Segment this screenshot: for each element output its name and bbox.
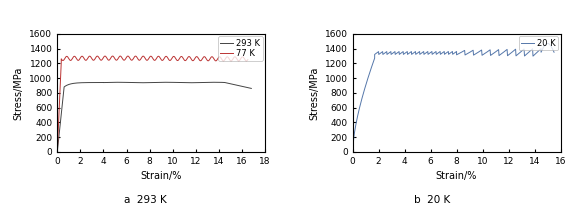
20 K [460,50,467,52]
20 K [438,53,444,55]
Text: a  293 K: a 293 K [125,195,167,204]
20 K [403,51,410,54]
77 K [207,56,214,59]
Legend: 20 K: 20 K [519,36,558,50]
Text: b  20 K: b 20 K [414,195,450,204]
Line: 293 K: 293 K [57,82,251,152]
293 K [248,87,255,90]
20 K [517,51,523,54]
Legend: 293 K, 77 K: 293 K, 77 K [218,36,263,61]
77 K [230,57,237,59]
Line: 77 K: 77 K [57,56,248,152]
293 K [163,81,170,84]
293 K [54,151,61,153]
77 K [55,110,62,112]
77 K [109,55,116,57]
20 K [428,53,435,56]
Line: 20 K: 20 K [352,43,554,145]
20 K [349,143,356,146]
293 K [118,81,125,84]
X-axis label: Strain/%: Strain/% [141,171,182,181]
20 K [444,51,451,53]
293 K [59,97,66,100]
293 K [83,81,90,84]
Y-axis label: Stress/MPa: Stress/MPa [14,66,24,119]
Y-axis label: Stress/MPa: Stress/MPa [309,66,319,119]
293 K [80,81,86,84]
77 K [244,58,251,61]
77 K [173,58,180,61]
293 K [193,81,200,84]
20 K [544,42,551,45]
293 K [57,124,63,127]
77 K [54,151,61,153]
77 K [216,55,223,58]
20 K [551,51,558,54]
X-axis label: Strain/%: Strain/% [436,171,477,181]
77 K [169,56,176,58]
